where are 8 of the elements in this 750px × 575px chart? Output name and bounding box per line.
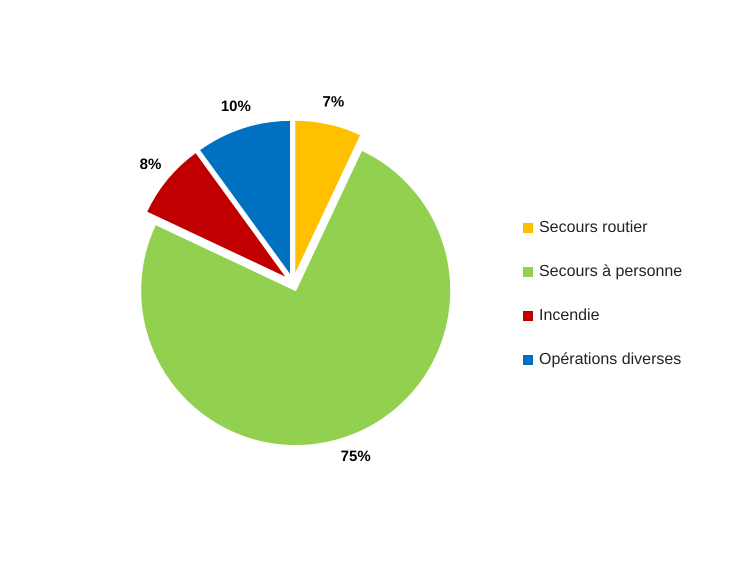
data-label: 7% xyxy=(322,93,344,110)
data-label: 75% xyxy=(340,448,371,466)
data-label: 8% xyxy=(140,156,162,174)
data-label: 10% xyxy=(220,98,251,116)
legend-label: Incendie xyxy=(539,307,600,324)
legend-label: Secours routier xyxy=(539,219,648,236)
legend-label: Secours à personne xyxy=(539,263,682,280)
legend-label: Opérations diverses xyxy=(539,351,682,368)
